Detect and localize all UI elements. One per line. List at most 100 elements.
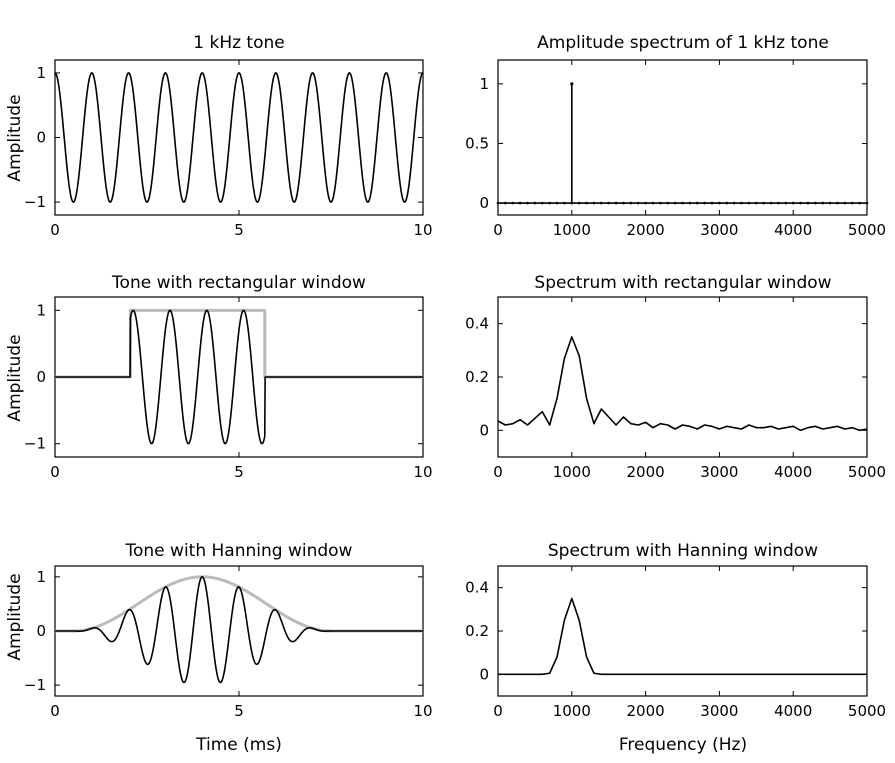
series-line-2 — [54, 576, 424, 684]
stem-marker — [607, 201, 610, 205]
stem-marker — [755, 201, 758, 205]
series-line-1 — [54, 72, 424, 203]
y-axis-label: Amplitude — [5, 334, 25, 421]
y-tick-label: −1 — [24, 676, 46, 694]
x-tick-label: 10 — [413, 221, 432, 239]
stem-marker — [821, 201, 825, 205]
stem-marker — [636, 201, 640, 205]
y-axis-label: Amplitude — [5, 94, 25, 181]
y-tick-label: 0.5 — [465, 134, 489, 152]
stem-marker — [688, 201, 692, 205]
stem-marker — [659, 201, 662, 205]
panel-rect-tone: Tone with rectangular window Amplitude — [5, 273, 366, 422]
stem-marker — [592, 201, 596, 205]
x-tick-label: 4000 — [774, 221, 812, 239]
stem-marker — [791, 201, 795, 205]
y-tick-label: 0.4 — [465, 315, 489, 333]
x-tick-label: 0 — [493, 702, 503, 720]
stem-marker — [850, 201, 854, 205]
stem-marker — [496, 201, 500, 205]
stem-marker — [600, 201, 603, 205]
axes-frame — [497, 296, 868, 458]
stem-marker — [622, 201, 625, 205]
x-tick-label: 5 — [234, 221, 244, 239]
stem-marker — [725, 201, 729, 205]
y-tick-label: 0 — [479, 194, 489, 212]
x-tick-label: 5000 — [848, 463, 886, 481]
x-tick-label: 4000 — [774, 463, 812, 481]
y-tick-label: 0 — [36, 622, 46, 640]
stem-marker — [504, 201, 507, 205]
y-tick-label: 0 — [479, 421, 489, 439]
x-tick-label: 10 — [413, 463, 432, 481]
stem-marker — [865, 201, 869, 205]
y-tick-label: 0.2 — [465, 622, 489, 640]
series-line-1 — [55, 308, 423, 379]
stem-marker — [828, 201, 832, 205]
x-tick-label: 2000 — [627, 463, 665, 481]
stem-marker — [540, 201, 544, 205]
x-axis-label: Frequency (Hz) — [619, 735, 747, 755]
stem-marker — [769, 201, 773, 205]
series-line-2 — [54, 309, 424, 445]
x-tick-label: 0 — [493, 463, 503, 481]
x-tick-label: 5 — [234, 463, 244, 481]
panel-title: Spectrum with rectangular window — [534, 273, 831, 293]
y-tick-label: 0.2 — [465, 368, 489, 386]
x-tick-label: 0 — [50, 463, 60, 481]
stem-marker — [511, 201, 515, 205]
x-tick-label: 5000 — [848, 221, 886, 239]
stem-marker — [533, 201, 537, 205]
panel-title: Amplitude spectrum of 1 kHz tone — [537, 33, 829, 53]
x-tick-label: 0 — [50, 221, 60, 239]
series-line-1 — [497, 336, 868, 432]
stem-marker — [858, 201, 861, 205]
y-tick-label: −1 — [24, 435, 46, 453]
stem-marker — [777, 201, 780, 205]
x-tick-label: 1000 — [553, 702, 591, 720]
plot-area-3: 0 5 10−101 — [24, 296, 433, 481]
x-tick-label: 10 — [413, 702, 432, 720]
axes-frame — [497, 565, 868, 697]
y-tick-label: −1 — [24, 193, 46, 211]
stem-marker — [577, 201, 581, 205]
stem-marker — [614, 201, 618, 205]
x-tick-label: 4000 — [774, 702, 812, 720]
series-line-1 — [498, 597, 867, 676]
y-tick-label: 1 — [479, 75, 489, 93]
stem-marker — [732, 201, 736, 205]
y-tick-label: 0 — [36, 129, 46, 147]
stem-marker — [570, 82, 574, 86]
stem-marker — [695, 201, 699, 205]
panel-title: 1 kHz tone — [193, 33, 284, 53]
x-tick-label: 3000 — [700, 221, 738, 239]
stem-marker — [784, 201, 788, 205]
x-tick-label: 2000 — [627, 702, 665, 720]
stem-marker — [710, 201, 714, 205]
stem-marker — [843, 201, 847, 205]
y-tick-label: 1 — [36, 301, 46, 319]
stem-marker — [814, 201, 817, 205]
y-tick-label: 0 — [479, 665, 489, 683]
stem-marker — [666, 201, 670, 205]
x-tick-label: 0 — [50, 702, 60, 720]
panel-title: Tone with Hanning window — [125, 541, 353, 561]
x-tick-label: 5000 — [848, 702, 886, 720]
panel-rect-spectrum: Spectrum with rectangular window — [534, 273, 831, 293]
panel-hanning-tone: Tone with Hanning window Amplitude Time … — [5, 541, 353, 755]
plot-area-6: 0 1000 2000 3000 4000 5000 0 0.2 0.4 — [465, 565, 886, 720]
stem-marker — [718, 201, 721, 205]
stem-marker — [563, 201, 566, 205]
plot-area-5: 0 5 10−101 — [24, 565, 433, 720]
stem-marker — [518, 201, 522, 205]
plot-area-1: 0 5 10−101 — [24, 59, 433, 239]
stem-marker — [836, 201, 839, 205]
stem-marker — [673, 201, 677, 205]
x-tick-label: 1000 — [553, 221, 591, 239]
y-tick-label: 0 — [36, 368, 46, 386]
stem-marker — [681, 201, 684, 205]
stem-marker — [703, 201, 706, 205]
plot-area-4: 0 1000 2000 3000 4000 5000 0 0.2 0.4 — [465, 296, 886, 481]
